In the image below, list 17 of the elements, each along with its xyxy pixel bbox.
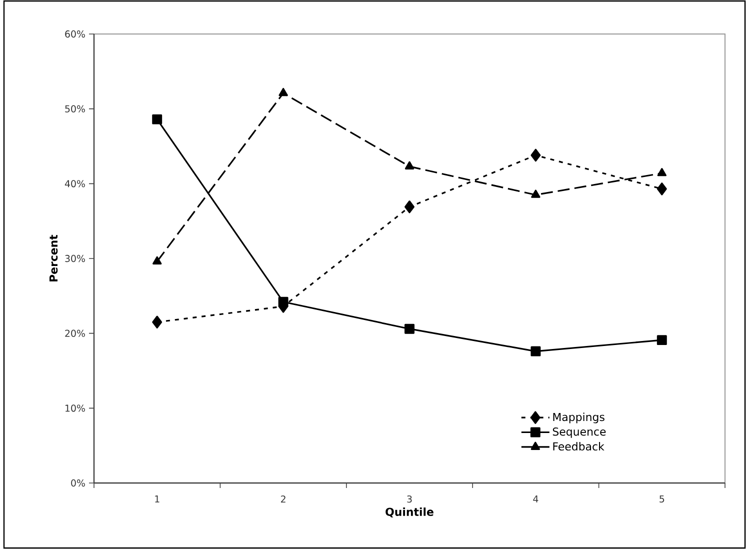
legend-label: Sequence — [552, 427, 606, 438]
x-axis-title: Quintile — [386, 507, 434, 518]
legend-label: Feedback — [553, 442, 604, 451]
y-tick-label: 50% — [65, 105, 85, 112]
x-tick-label: 2 — [280, 495, 286, 503]
y-tick-label: 10% — [66, 404, 85, 412]
y-tick-label: 20% — [65, 330, 85, 337]
y-tick-label: 60% — [65, 30, 85, 38]
x-tick-label: 1 — [155, 495, 160, 502]
x-tick-label: 4 — [533, 495, 538, 502]
legend-label: Mappings — [553, 412, 604, 424]
y-tick-label: 0% — [71, 479, 85, 487]
y-axis-title: Percent — [49, 234, 58, 282]
x-tick-label: 5 — [660, 495, 664, 503]
x-tick-label: 3 — [407, 495, 412, 503]
y-tick-label: 40% — [64, 180, 85, 188]
y-tick-label: 30% — [65, 254, 85, 262]
